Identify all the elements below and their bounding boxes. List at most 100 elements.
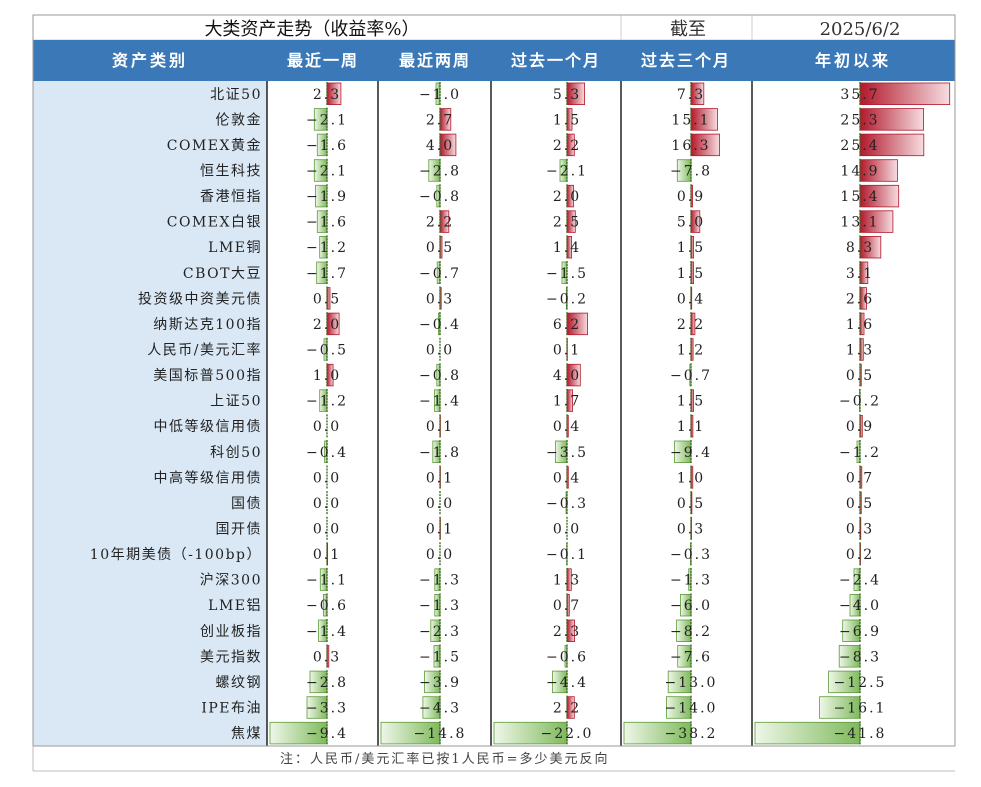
asset-label: 中低等级信用债 (154, 418, 263, 435)
return-bar (859, 312, 865, 336)
return-value: −0.8 (419, 189, 461, 205)
return-bar (566, 133, 575, 157)
return-value: 0.2 (846, 547, 874, 563)
return-value: 0.5 (426, 240, 454, 256)
return-value: 1.7 (553, 394, 581, 410)
return-bar (315, 184, 328, 208)
return-bar (422, 696, 441, 719)
return-bar (306, 696, 328, 719)
data-area (267, 81, 955, 746)
return-value: −12.5 (834, 675, 887, 691)
asset-label: 10年期美债（-100bp） (90, 547, 262, 563)
return-bar (819, 696, 861, 719)
return-bar (555, 440, 568, 464)
asset-label: 科创50 (210, 445, 262, 461)
return-value: 5.3 (553, 87, 581, 103)
return-bar (680, 594, 692, 617)
return-value: 1.2 (677, 342, 705, 358)
return-bar (424, 670, 441, 694)
return-bar (690, 312, 696, 336)
return-value: 0.7 (846, 470, 874, 486)
return-value: −0.4 (419, 317, 461, 333)
asset-label: LME铝 (208, 598, 262, 614)
return-value: −14.8 (414, 726, 467, 742)
return-bar (319, 235, 328, 259)
return-value: 2.5 (553, 215, 581, 231)
asset-label: LME铜 (208, 240, 262, 256)
return-bar (838, 645, 861, 668)
return-bar (437, 312, 441, 336)
return-bar (690, 184, 694, 208)
return-value: 2.0 (553, 189, 581, 205)
asset-label: 螺纹钢 (216, 675, 263, 691)
return-bar (436, 261, 441, 285)
bars-layer (269, 82, 951, 745)
asset-label: 人民币/美元汇率 (147, 341, 262, 358)
return-value: 1.4 (553, 240, 581, 256)
return-bar (319, 568, 328, 591)
return-bar (859, 287, 867, 310)
asset-label: 中高等级信用债 (154, 469, 263, 486)
return-bar (435, 82, 441, 106)
return-value: 0.5 (846, 368, 874, 384)
return-value: −16.1 (834, 700, 887, 716)
return-value: −7.8 (670, 163, 712, 179)
as-of-label: 截至 (670, 19, 706, 40)
return-value: 0.5 (846, 496, 874, 512)
return-bar (676, 159, 692, 182)
return-value: 2.0 (313, 317, 341, 333)
return-value: −0.3 (546, 496, 588, 512)
return-bar (566, 568, 572, 591)
return-bar (690, 108, 718, 131)
as-of-date: 2025/6/2 (820, 19, 901, 40)
return-value: 2.3 (313, 87, 341, 103)
return-bar (430, 619, 441, 643)
return-value: 0.5 (313, 291, 341, 307)
return-bar (690, 338, 694, 361)
return-value: −0.7 (419, 266, 461, 282)
return-value: −1.3 (419, 573, 461, 589)
return-value: 0.1 (426, 419, 454, 435)
return-value: 0.3 (313, 649, 341, 665)
return-value: 2.7 (426, 112, 454, 128)
return-value: −2.1 (306, 112, 348, 128)
return-bar (667, 670, 692, 694)
return-bar (380, 721, 441, 745)
return-bar (690, 414, 694, 438)
return-value: 1.0 (677, 470, 705, 486)
return-value: 25.3 (840, 112, 879, 128)
header-period-ytd: 年初以来 (815, 51, 891, 70)
asset-label: 美国标普500指 (153, 368, 262, 384)
return-value: −1.5 (546, 266, 588, 282)
return-value: 0.9 (846, 419, 874, 435)
return-value: 1.5 (553, 112, 581, 128)
asset-label: 美元指数 (200, 649, 262, 665)
return-value: 0.4 (677, 291, 705, 307)
return-bar (859, 210, 894, 233)
return-value: −1.2 (306, 240, 348, 256)
return-value: 0.7 (553, 598, 581, 614)
return-bar (853, 568, 861, 591)
return-value: −0.1 (546, 547, 588, 563)
return-value: −1.3 (670, 573, 712, 589)
asset-label: 国开债 (216, 521, 263, 537)
return-bar (326, 363, 334, 387)
return-value: −2.1 (546, 163, 588, 179)
return-value: 13.1 (840, 215, 879, 231)
return-bar (552, 670, 568, 694)
return-value: 14.9 (840, 163, 879, 179)
return-value: −4.0 (839, 598, 881, 614)
return-bar (566, 108, 573, 131)
return-value: −0.7 (670, 368, 712, 384)
return-bar (434, 568, 441, 591)
return-bar (323, 338, 328, 361)
asset-label: 上证50 (210, 394, 262, 410)
header-period-1m: 过去一个月 (511, 51, 601, 70)
return-value: 4.0 (426, 138, 454, 154)
asset-label: 沪深300 (200, 573, 262, 589)
return-bar (439, 235, 443, 259)
return-value: 0.1 (426, 521, 454, 537)
asset-label: 创业板指 (200, 624, 262, 640)
labels-layer: 北证50 2.3 −1.0 5.3 7.3 35.7 伦敦金 −2.1 2.7 1.5 15.1 25… (90, 87, 887, 742)
